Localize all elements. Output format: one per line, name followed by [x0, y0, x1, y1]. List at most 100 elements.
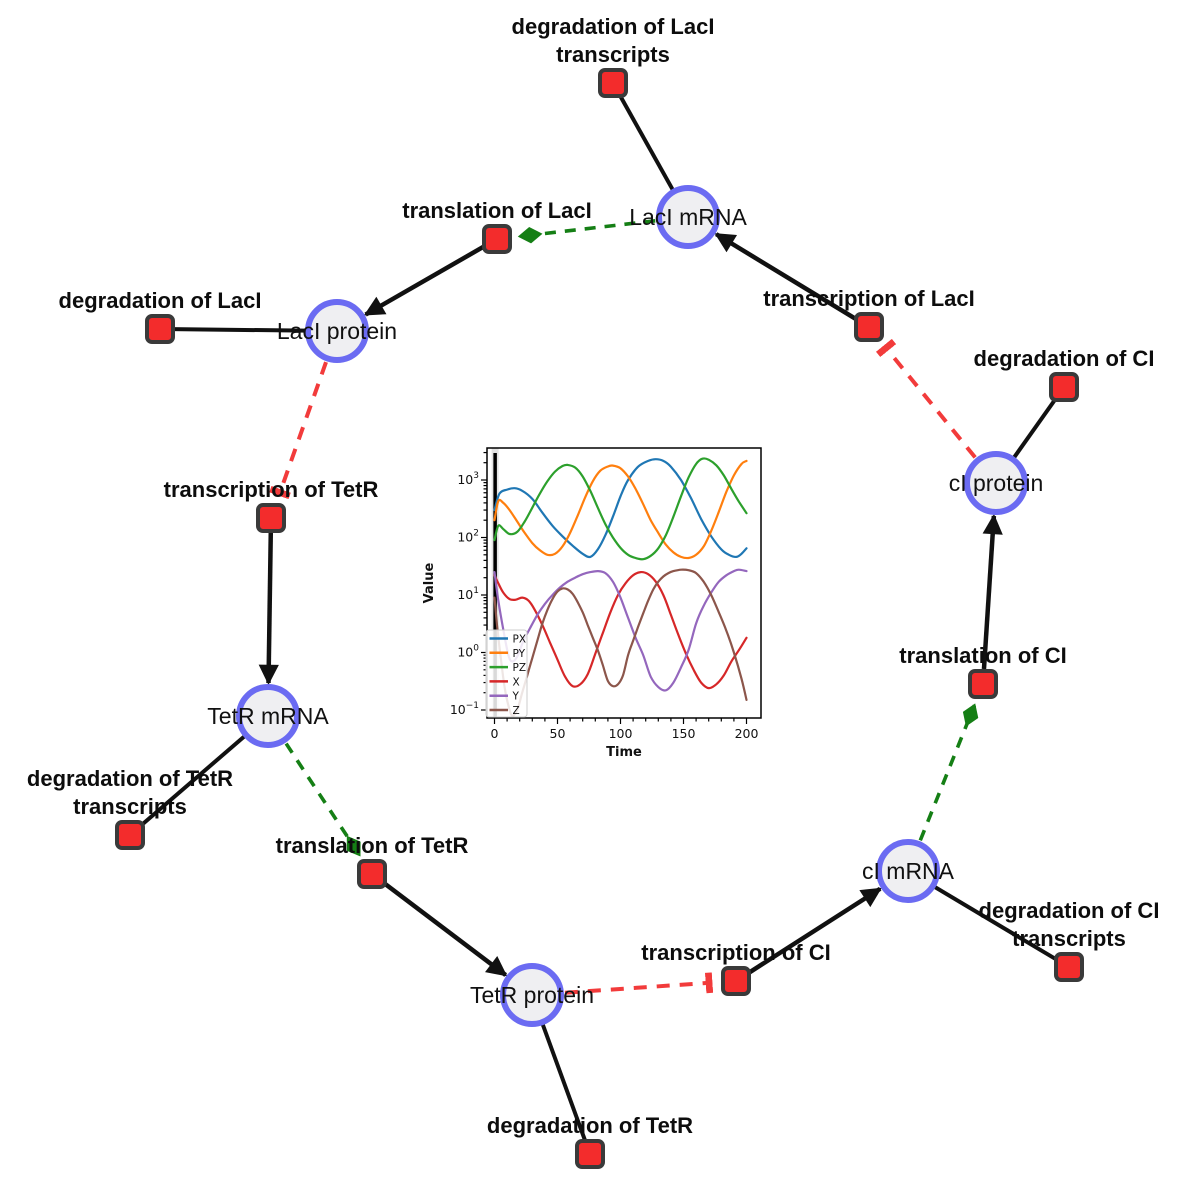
- species-circle-ci-mrna[interactable]: [876, 839, 940, 903]
- species-ci-mrna: cI mRNA: [862, 839, 955, 903]
- series-line-PZ: [493, 457, 748, 561]
- reaction-label-deg-laci-transcripts-line1: transcripts: [556, 42, 670, 67]
- reaction-label-translation-tetr-line0: translation of TetR: [276, 833, 469, 858]
- species-tetr-mrna: TetR mRNA: [207, 684, 329, 748]
- reaction-label-deg-ci-line0: degradation of CI: [974, 346, 1155, 371]
- reaction-label-deg-tetr-transcripts-line0: degradation of TetR: [27, 766, 233, 791]
- y-tick-label: 101: [457, 586, 479, 602]
- species-label-tetr-protein: TetR protein: [470, 982, 594, 1008]
- y-tick-label: 10−1: [450, 701, 479, 717]
- edge-product-translation-ci-to-ci-protein: [981, 513, 1003, 670]
- y-tick-label: 100: [457, 644, 479, 660]
- legend-label-PX: PX: [513, 634, 527, 646]
- edge-reactant-tetr-protein-to-deg-tetr: [540, 1023, 588, 1143]
- reaction-translation-laci: translation of LacI: [402, 198, 592, 254]
- reaction-square-deg-ci-transcripts[interactable]: [1054, 952, 1084, 982]
- reaction-transcription-tetr: transcription of TetR: [164, 477, 379, 533]
- species-circle-tetr-mrna[interactable]: [236, 684, 300, 748]
- series-line-PX: [493, 458, 748, 559]
- edge-product-translation-tetr-to-tetr-protein: [382, 881, 508, 977]
- reaction-square-translation-tetr[interactable]: [357, 859, 387, 889]
- reaction-deg-tetr-transcripts: degradation of TetR transcripts: [27, 766, 233, 850]
- reaction-square-deg-laci[interactable]: [145, 314, 175, 344]
- species-label-laci-protein: LacI protein: [277, 318, 397, 344]
- reaction-square-deg-tetr-transcripts[interactable]: [115, 820, 145, 850]
- edge-reactant-ci-protein-to-deg-ci: [1012, 396, 1059, 459]
- edge-inhibition-ci-protein-to-transcription-laci: [875, 338, 977, 459]
- legend-label-X: X: [513, 676, 520, 688]
- reaction-label-deg-tetr-line0: degradation of TetR: [487, 1113, 693, 1138]
- edge-inhibition-tetr-protein-to-transcription-ci: [564, 972, 714, 995]
- series-line-PY: [493, 459, 748, 560]
- legend-label-Y: Y: [512, 691, 520, 703]
- reaction-deg-ci: degradation of CI: [974, 346, 1155, 402]
- legend-label-PY: PY: [513, 648, 526, 660]
- species-label-ci-protein: cI protein: [949, 470, 1044, 496]
- reaction-label-deg-ci-transcripts-line0: degradation of CI: [979, 898, 1160, 923]
- reaction-translation-ci: translation of CI: [899, 643, 1067, 699]
- nodes-layer: degradation of LacI transcripts translatio…: [27, 14, 1160, 1169]
- reaction-square-transcription-tetr[interactable]: [256, 503, 286, 533]
- edge-catalysis-laci-mrna-to-translation-laci: [517, 218, 656, 244]
- reaction-label-deg-laci-transcripts-line0: degradation of LacI: [512, 14, 715, 39]
- reaction-transcription-laci: transcription of LacI: [763, 286, 975, 342]
- edge-reactant-ci-mrna-to-deg-ci-transcripts: [933, 885, 1059, 963]
- edge-catalysis-tetr-mrna-to-translation-tetr: [284, 742, 361, 857]
- reaction-deg-ci-transcripts: degradation of CI transcripts: [979, 898, 1160, 982]
- species-circle-ci-protein[interactable]: [964, 451, 1028, 515]
- edge-reactant-laci-protein-to-deg-laci: [172, 327, 307, 333]
- edge-catalysis-ci-mrna-to-translation-ci: [918, 703, 979, 842]
- reaction-square-deg-tetr[interactable]: [575, 1139, 605, 1169]
- species-label-laci-mrna: LacI mRNA: [629, 204, 747, 230]
- axes-frame: [486, 447, 762, 719]
- y-tick-label: 102: [457, 529, 479, 545]
- x-tick-label: 0: [491, 726, 499, 741]
- reaction-label-translation-ci-line0: translation of CI: [899, 643, 1066, 668]
- reaction-translation-tetr: translation of TetR: [276, 833, 469, 889]
- species-tetr-protein: TetR protein: [470, 963, 594, 1027]
- edge-reactant-laci-mrna-to-deg-laci-transcripts: [617, 93, 675, 191]
- y-tick-label: 103: [457, 471, 479, 487]
- reaction-transcription-ci: transcription of CI: [641, 940, 831, 996]
- series-line-X: [493, 570, 748, 690]
- edge-reactant-tetr-mrna-to-deg-tetr-transcripts: [138, 734, 246, 829]
- edge-inhibition-laci-protein-to-transcription-tetr: [269, 361, 328, 500]
- reaction-label-transcription-tetr-line0: transcription of TetR: [164, 477, 379, 502]
- reaction-label-deg-ci-transcripts-line1: transcripts: [1012, 926, 1126, 951]
- edge-product-transcription-tetr-to-tetr-mrna: [258, 532, 279, 686]
- legend-label-PZ: PZ: [513, 662, 527, 674]
- species-circle-laci-mrna[interactable]: [656, 185, 720, 249]
- reaction-label-deg-tetr-transcripts-line1: transcripts: [73, 794, 187, 819]
- reaction-square-deg-ci[interactable]: [1049, 372, 1079, 402]
- legend-label-Z: Z: [513, 705, 520, 717]
- edge-product-transcription-ci-to-ci-mrna: [747, 886, 882, 975]
- species-label-ci-mrna: cI mRNA: [862, 858, 955, 884]
- reaction-label-transcription-laci-line0: transcription of LacI: [763, 286, 974, 311]
- x-axis-label: Time: [606, 745, 642, 760]
- reaction-square-transcription-ci[interactable]: [721, 966, 751, 996]
- reaction-deg-laci-transcripts: degradation of LacI transcripts: [512, 14, 715, 98]
- x-tick-label: 200: [735, 726, 759, 741]
- species-circle-tetr-protein[interactable]: [500, 963, 564, 1027]
- species-laci-protein: LacI protein: [277, 299, 397, 363]
- edges-layer: [138, 93, 1059, 1143]
- species-circle-laci-protein[interactable]: [305, 299, 369, 363]
- reaction-square-transcription-laci[interactable]: [854, 312, 884, 342]
- reaction-label-transcription-ci-line0: transcription of CI: [641, 940, 830, 965]
- reaction-square-deg-laci-transcripts[interactable]: [598, 68, 628, 98]
- x-tick-label: 100: [609, 726, 633, 741]
- y-axis-label: Value: [422, 562, 437, 603]
- reaction-square-translation-ci[interactable]: [968, 669, 998, 699]
- reaction-label-deg-laci-line0: degradation of LacI: [59, 288, 262, 313]
- species-label-tetr-mrna: TetR mRNA: [207, 703, 329, 729]
- edge-product-transcription-laci-to-laci-mrna: [714, 232, 858, 322]
- chart: 0 50 100 150 20010310210110010−1TimeValuePXP…: [422, 447, 762, 760]
- reaction-deg-tetr: degradation of TetR: [487, 1113, 693, 1169]
- reaction-square-translation-laci[interactable]: [482, 224, 512, 254]
- x-tick-label: 150: [672, 726, 696, 741]
- edge-product-translation-laci-to-laci-protein: [363, 244, 486, 317]
- x-tick-label: 50: [550, 726, 566, 741]
- legend: PX PY PZ XYZ: [485, 629, 528, 718]
